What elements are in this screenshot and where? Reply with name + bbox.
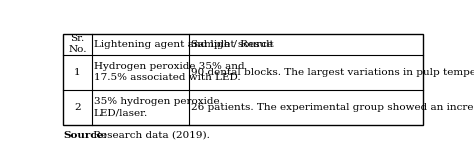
Text: Research data (2019).: Research data (2019).: [91, 131, 210, 140]
Bar: [63, 34, 423, 125]
Text: 35% hydrogen peroxide.
LED/laser.: 35% hydrogen peroxide. LED/laser.: [93, 97, 222, 118]
Text: Hydrogen peroxide 35% and
17.5% associated with LED.: Hydrogen peroxide 35% and 17.5% associat…: [93, 62, 244, 82]
Text: 2: 2: [74, 103, 81, 112]
Text: Lightening agent and light source: Lightening agent and light source: [93, 40, 273, 49]
Text: Source:: Source:: [63, 131, 107, 140]
Text: Sr.
No.: Sr. No.: [68, 34, 87, 54]
Text: 90 dental blocks. The largest variations in pulp temperature related to the use : 90 dental blocks. The largest variations…: [191, 68, 474, 77]
Text: 26 patients. The experimental group showed an increase in the temperature variat: 26 patients. The experimental group show…: [191, 103, 474, 112]
Text: Sample / Result: Sample / Result: [191, 40, 273, 49]
Text: 1: 1: [74, 68, 81, 77]
